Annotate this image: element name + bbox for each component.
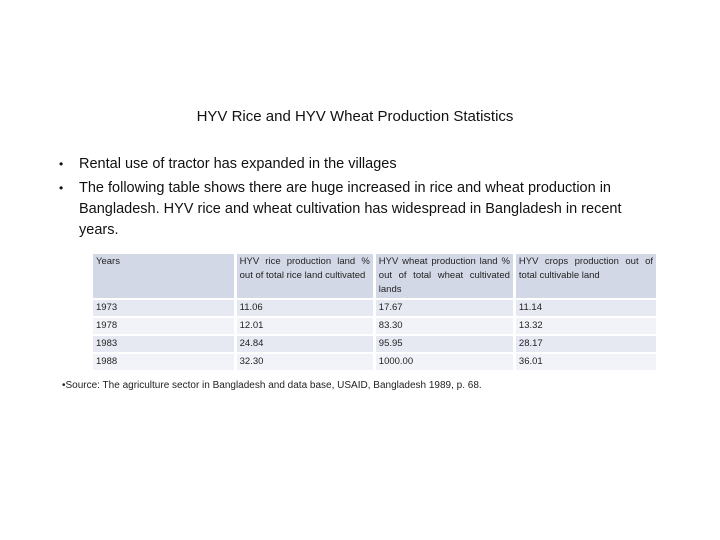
bullet-text: The following table shows there are huge… xyxy=(79,180,622,238)
cell-year: 1973 xyxy=(93,300,234,316)
cell-wheat: 83.30 xyxy=(375,318,513,334)
slide-title: HYV Rice and HYV Wheat Production Statis… xyxy=(196,108,514,125)
table-row: 1988 32.30 1000.00 36.01 xyxy=(93,354,656,370)
cell-wheat: 1000.00 xyxy=(375,354,513,370)
header-rice: HYV rice production land % out of total … xyxy=(236,254,373,298)
cell-year: 1988 xyxy=(93,354,234,370)
cell-rice: 32.30 xyxy=(236,354,373,370)
bullet-item: • Rental use of tractor has expanded in … xyxy=(57,154,657,175)
bullet-symbol: • xyxy=(59,157,64,171)
table-row: 1973 11.06 17.67 11.14 xyxy=(93,300,656,316)
cell-year: 1983 xyxy=(93,336,234,352)
header-crops: HYV crops production out of total cultiv… xyxy=(515,254,656,298)
cell-wheat: 95.95 xyxy=(375,336,513,352)
cell-crops: 36.01 xyxy=(515,354,656,370)
cell-crops: 13.32 xyxy=(515,318,656,334)
cell-rice: 24.84 xyxy=(236,336,373,352)
cell-wheat: 17.67 xyxy=(375,300,513,316)
cell-rice: 12.01 xyxy=(236,318,373,334)
table-row: 1983 24.84 95.95 28.17 xyxy=(93,336,656,352)
production-table: Years HYV rice production land % out of … xyxy=(90,252,659,372)
table-header-row: Years HYV rice production land % out of … xyxy=(93,254,656,298)
cell-rice: 11.06 xyxy=(236,300,373,316)
cell-year: 1978 xyxy=(93,318,234,334)
cell-crops: 11.14 xyxy=(515,300,656,316)
table-row: 1978 12.01 83.30 13.32 xyxy=(93,318,656,334)
bullet-symbol: • xyxy=(59,181,64,195)
source-note: •Source: The agriculture sector in Bangl… xyxy=(62,380,482,391)
cell-crops: 28.17 xyxy=(515,336,656,352)
bullet-text: Rental use of tractor has expanded in th… xyxy=(79,156,397,172)
bullet-list: • Rental use of tractor has expanded in … xyxy=(57,154,657,244)
bullet-item: • The following table shows there are hu… xyxy=(57,178,657,241)
header-wheat: HYV wheat production land % out of total… xyxy=(375,254,513,298)
header-years: Years xyxy=(93,254,234,298)
